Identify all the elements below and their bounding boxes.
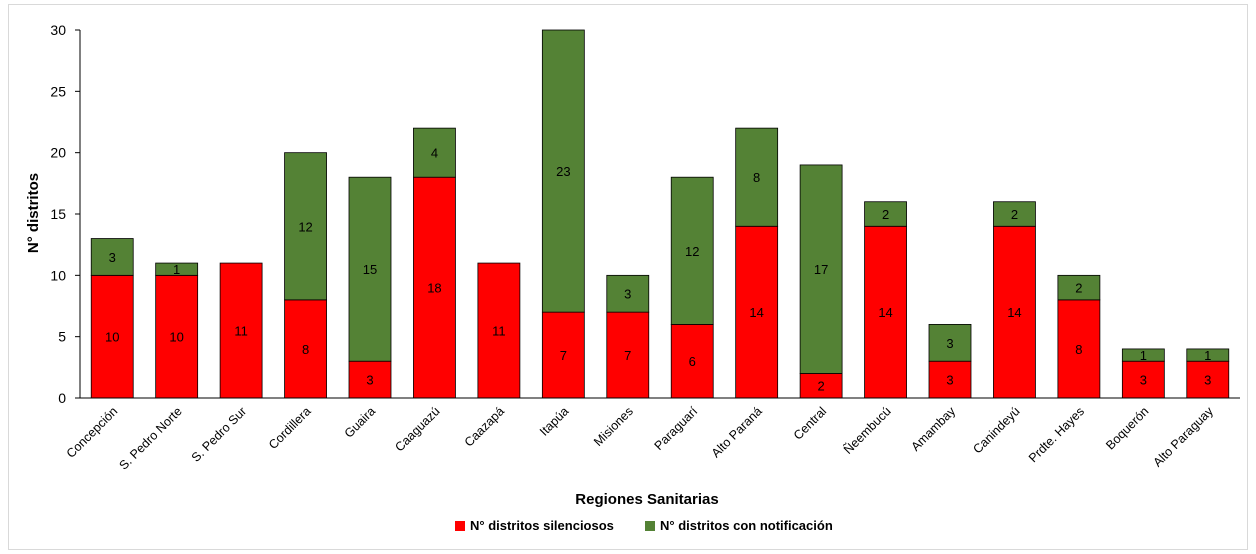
data-label: 1 [1140, 348, 1147, 363]
bar-segment-notificacion [864, 201, 907, 227]
bar-segment-silenciosos [735, 225, 779, 399]
data-label: 14 [749, 305, 763, 320]
y-tick-label: 15 [50, 206, 66, 222]
bars [90, 29, 1230, 399]
bar-segment-notificacion [735, 127, 779, 227]
x-tick-label: Alto Paraguay [1150, 404, 1216, 470]
data-label: 8 [1075, 342, 1082, 357]
bar-segment-notificacion [413, 127, 456, 178]
bar-segment-silenciosos [993, 225, 1036, 399]
bar-segment-notificacion [348, 176, 392, 362]
data-label: 12 [685, 244, 699, 259]
x-tick-label: Caazapá [462, 404, 507, 449]
data-label: 3 [109, 250, 116, 265]
bar-segment-silenciosos [928, 360, 972, 399]
bar-segment-notificacion [155, 262, 199, 276]
data-label: 3 [946, 336, 953, 351]
data-label: 7 [624, 348, 631, 363]
data-labels: 1031011181231518411723736121482171423314… [105, 146, 1211, 394]
x-tick-label: Caaguazú [392, 404, 442, 454]
legend-swatch-notificacion [645, 521, 655, 531]
y-axis: 0 5 10 15 20 25 30 [50, 22, 81, 406]
data-label: 3 [624, 287, 631, 302]
x-tick-label: Concepción [64, 404, 121, 461]
x-tick-label: Ñeembucú [841, 404, 894, 457]
data-label: 10 [169, 330, 183, 345]
x-tick-label: Paraguarí [652, 404, 701, 453]
bar-segment-notificacion [928, 323, 972, 362]
bar-segment-notificacion [606, 274, 650, 313]
bar-segment-notificacion [90, 238, 134, 276]
data-label: 4 [431, 146, 438, 161]
x-tick-label: Alto Paraná [709, 404, 765, 460]
data-label: 12 [298, 219, 312, 234]
bar-segment-notificacion [1121, 348, 1165, 362]
bar-segment-silenciosos [413, 176, 456, 399]
legend-label-silenciosos: N° distritos silenciosos [470, 518, 614, 533]
y-axis-title: N° distritos [25, 173, 42, 253]
x-tick-label: Guaira [342, 404, 378, 440]
y-tick-label: 25 [50, 83, 66, 99]
data-label: 15 [363, 262, 377, 277]
data-label: 8 [302, 342, 309, 357]
data-label: 8 [753, 170, 760, 185]
data-label: 7 [560, 348, 567, 363]
x-tick-label: S. Pedro Sur [189, 404, 250, 465]
bar-segment-notificacion [541, 29, 585, 313]
bar-segment-notificacion [799, 164, 843, 374]
data-label: 2 [817, 379, 824, 394]
bar-segment-silenciosos [348, 360, 392, 399]
data-label: 17 [814, 262, 828, 277]
bar-segment-silenciosos [477, 262, 521, 399]
bar-segment-notificacion [284, 152, 327, 301]
data-label: 14 [1007, 305, 1021, 320]
data-label: 3 [1140, 373, 1147, 388]
data-label: 2 [1075, 281, 1082, 296]
y-tick-label: 0 [58, 390, 66, 406]
chart-frame [8, 4, 1248, 550]
bar-segment-notificacion [1186, 348, 1230, 362]
bar-segment-silenciosos [219, 262, 263, 399]
y-tick-label: 20 [50, 145, 66, 161]
x-tick-label: Central [791, 404, 829, 442]
bar-segment-notificacion [1057, 274, 1101, 301]
x-tick-label: Canindeyú [970, 404, 1022, 456]
x-tick-label: S. Pedro Norte [116, 404, 184, 472]
data-label: 1 [1204, 348, 1211, 363]
bar-segment-notificacion [670, 176, 714, 325]
x-axis-title: Regiones Sanitarias [575, 491, 718, 508]
data-label: 2 [1011, 207, 1018, 222]
y-tick-label: 30 [50, 22, 66, 38]
legend: N° distritos silenciosos N° distritos con… [455, 518, 833, 533]
x-tick-label: Misiones [591, 404, 636, 449]
data-label: 18 [427, 281, 441, 296]
bar-segment-silenciosos [1057, 299, 1101, 399]
bar-segment-silenciosos [864, 225, 907, 399]
data-label: 3 [1204, 373, 1211, 388]
data-label: 14 [878, 305, 892, 320]
bar-segment-silenciosos [670, 323, 714, 399]
data-label: 1 [173, 262, 180, 277]
legend-swatch-silenciosos [455, 521, 465, 531]
x-tick-label: Amambay [908, 404, 958, 454]
y-tick-label: 10 [50, 267, 66, 283]
data-label: 11 [492, 324, 506, 339]
x-tick-label: Cordillera [266, 404, 314, 452]
data-label: 23 [556, 164, 570, 179]
x-tick-label: Boquerón [1103, 404, 1151, 452]
data-label: 11 [234, 324, 248, 339]
y-tick-label: 5 [58, 329, 66, 345]
data-label: 10 [105, 330, 119, 345]
data-label: 6 [689, 354, 696, 369]
legend-label-notificacion: N° distritos con notificación [660, 518, 833, 533]
data-label: 2 [882, 207, 889, 222]
bar-segment-silenciosos [799, 373, 843, 399]
data-label: 3 [946, 373, 953, 388]
data-label: 3 [366, 373, 373, 388]
x-tick-label: Itapúa [537, 404, 572, 439]
bar-segment-notificacion [993, 201, 1036, 227]
x-tick-label: Prdte. Hayes [1026, 404, 1087, 465]
